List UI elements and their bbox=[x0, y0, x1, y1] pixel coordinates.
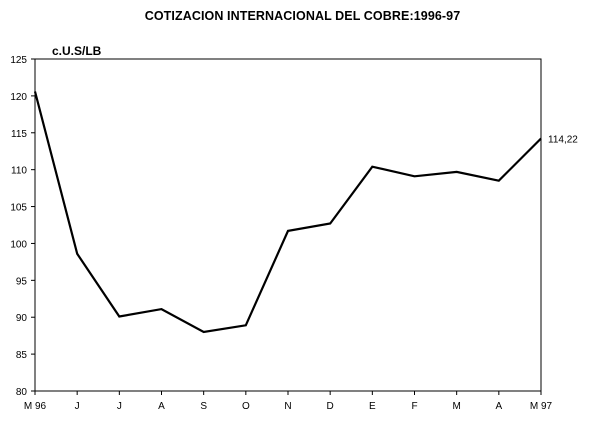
y-tick-label: 110 bbox=[11, 166, 27, 177]
y-tick-label: 100 bbox=[10, 239, 27, 250]
y-tick-label: 105 bbox=[10, 203, 27, 214]
series-line bbox=[33, 91, 542, 334]
y-tick-label: 125 bbox=[10, 55, 27, 66]
x-tick-label: M 97 bbox=[530, 401, 553, 412]
chart-title: COTIZACION INTERNACIONAL DEL COBRE:1996-… bbox=[144, 9, 461, 23]
x-tick-label: A bbox=[495, 401, 502, 412]
plot-area-frame bbox=[34, 58, 542, 392]
y-tick-label: 115 bbox=[11, 129, 27, 140]
x-tick-label: F bbox=[411, 401, 417, 412]
unit-label: c.U.S/LB bbox=[52, 44, 102, 58]
x-tick-label: J bbox=[117, 401, 122, 412]
x-tick-label: D bbox=[327, 401, 334, 412]
x-tick-label: S bbox=[200, 401, 207, 412]
x-tick-label: M 96 bbox=[24, 401, 47, 412]
x-tick-label: E bbox=[369, 401, 376, 412]
x-axis: M 96 J J A S O N D E F M A M 97 bbox=[24, 391, 553, 412]
x-tick-label: A bbox=[158, 401, 165, 412]
y-tick-label: 95 bbox=[16, 276, 28, 287]
y-tick-label: 90 bbox=[16, 313, 28, 324]
x-tick-label: N bbox=[284, 401, 291, 412]
annotation-layer: 114,22 bbox=[548, 135, 578, 146]
x-tick-label: J bbox=[75, 401, 80, 412]
y-axis: 80 85 90 95 100 105 110 115 120 125 bbox=[10, 55, 35, 398]
y-tick-label: 85 bbox=[16, 350, 28, 361]
y-tick-label: 80 bbox=[16, 387, 28, 398]
x-tick-label: M bbox=[452, 401, 460, 412]
series-layer bbox=[33, 91, 542, 334]
data-label: 114,22 bbox=[548, 135, 578, 146]
y-tick-label: 120 bbox=[10, 92, 27, 103]
x-tick-label: O bbox=[242, 401, 250, 412]
